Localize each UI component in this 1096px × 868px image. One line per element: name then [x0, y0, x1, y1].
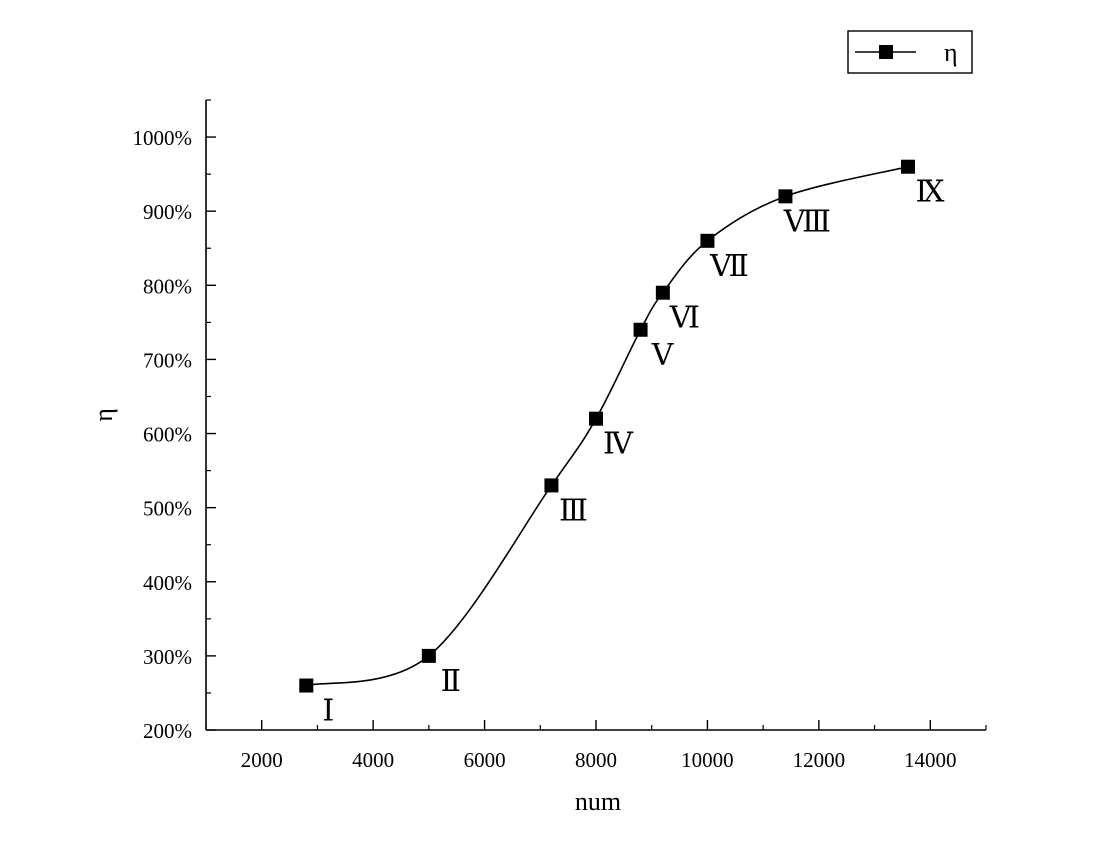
y-tick-label: 600% [143, 423, 192, 447]
data-point [655, 285, 670, 300]
y-tick-label: 900% [143, 200, 192, 224]
point-label: Ⅱ [441, 665, 461, 698]
data-point [299, 678, 314, 693]
legend-label: η [944, 38, 958, 67]
y-axis-title: η [89, 408, 118, 422]
x-tick-label: 4000 [352, 748, 394, 772]
x-axis-ticks: 2000 4000 6000 8000 10000 12000 14000 [205, 720, 987, 772]
x-tick-label: 10000 [681, 748, 734, 772]
data-point [700, 233, 715, 248]
point-label: Ⅳ [603, 428, 634, 461]
point-label: Ⅶ [709, 250, 749, 283]
x-tick-label: 12000 [793, 748, 846, 772]
x-axis-title: num [575, 787, 621, 816]
x-tick-label: 2000 [241, 748, 283, 772]
point-label: Ⅴ [651, 339, 675, 372]
x-tick-label: 8000 [575, 748, 617, 772]
y-tick-label: 300% [143, 645, 192, 669]
y-axis-ticks: 200% 300% 400% 500% 600% 700% 800% 900% 1000% [133, 99, 216, 743]
y-tick-label: 500% [143, 497, 192, 521]
data-point [544, 478, 559, 493]
data-point [589, 411, 603, 426]
y-tick-label: 1000% [133, 126, 193, 150]
point-label: Ⅰ [322, 695, 334, 728]
data-point [901, 159, 915, 174]
data-point [778, 189, 793, 204]
y-tick-label: 700% [143, 348, 192, 372]
y-tick-label: 200% [143, 719, 192, 743]
series-line [306, 165, 909, 687]
point-label: Ⅸ [916, 176, 945, 209]
point-label: Ⅵ [669, 302, 700, 335]
x-tick-label: 14000 [904, 748, 957, 772]
data-point [633, 322, 648, 337]
point-label: Ⅲ [559, 494, 588, 527]
legend-marker [879, 45, 893, 59]
y-tick-label: 800% [143, 274, 192, 298]
point-label: Ⅷ [783, 205, 831, 238]
x-tick-label: 6000 [464, 748, 506, 772]
data-point [421, 648, 436, 663]
legend: η [847, 30, 973, 74]
y-tick-label: 400% [143, 571, 192, 595]
